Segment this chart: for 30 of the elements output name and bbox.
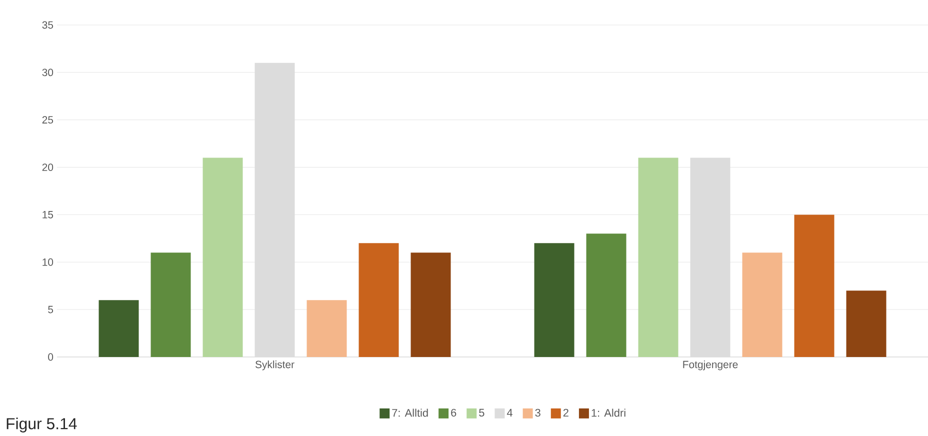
y-tick-label: 0: [48, 353, 54, 361]
legend-label: 3: [535, 408, 540, 417]
legend-label: 6: [451, 408, 456, 417]
legend-label: 5: [479, 408, 484, 417]
bar: [202, 158, 243, 357]
bar: [98, 300, 139, 357]
text: Figur 5.14: [6, 418, 77, 432]
bar: [794, 214, 834, 357]
y-tick-label: 20: [42, 164, 54, 171]
bar: [742, 252, 782, 357]
legend-label: 2: [563, 408, 568, 417]
bar: [846, 290, 886, 357]
x-tick-label: Fotgjengere: [683, 360, 738, 370]
legend-label: 4: [506, 408, 512, 416]
y-tick-label: 35: [42, 21, 54, 29]
x-tick-label: Syklister: [255, 360, 294, 370]
bar: [410, 252, 451, 357]
bar: [586, 234, 626, 357]
bar: [534, 243, 574, 357]
bar: [150, 252, 191, 357]
y-tick-label: 25: [42, 116, 54, 124]
bar: [358, 243, 399, 357]
y-tick-label: 5: [48, 306, 54, 314]
y-tick-label: 30: [42, 68, 54, 76]
legend-label: 7: Alltid: [392, 408, 428, 417]
bar: [638, 158, 678, 357]
bar: [306, 300, 347, 357]
legend-label: 1: Aldri: [592, 408, 626, 417]
y-tick-label: 15: [42, 211, 54, 218]
y-tick-label: 10: [42, 258, 54, 266]
